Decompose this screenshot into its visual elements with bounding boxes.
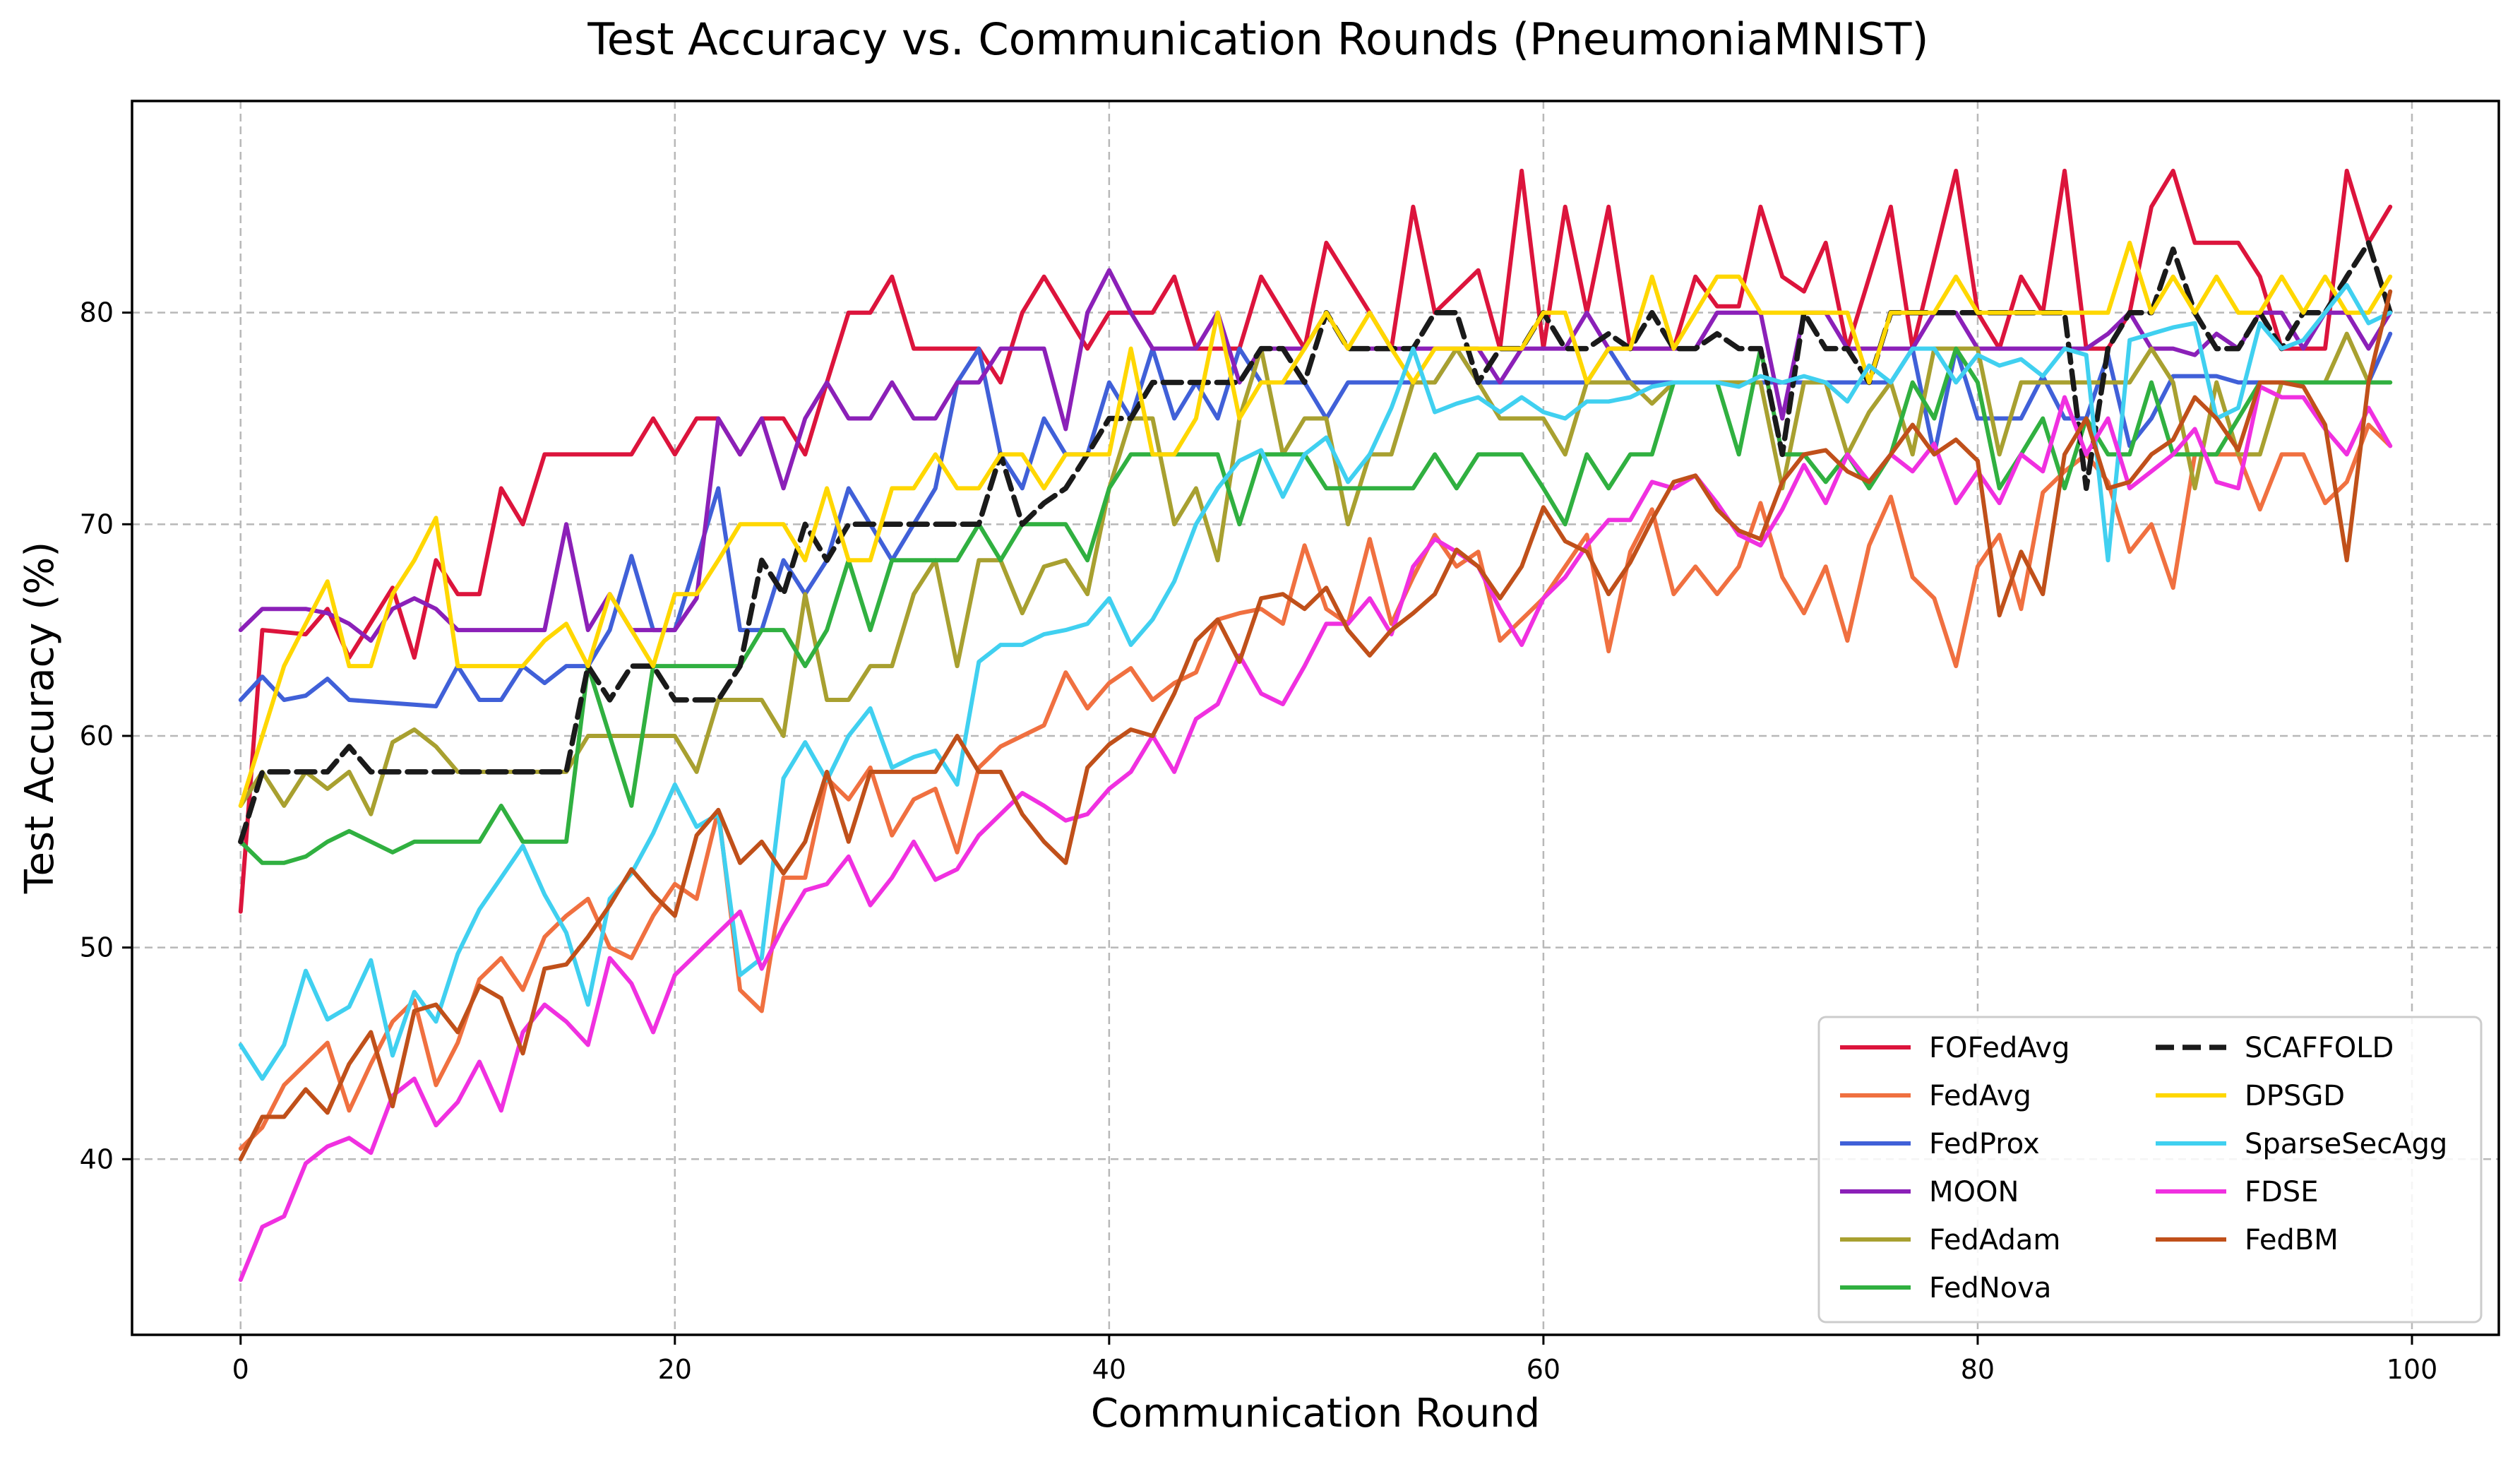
legend-label-fedprox: FedProx — [1929, 1128, 2040, 1160]
x-tick-label: 40 — [1092, 1354, 1126, 1385]
x-axis-label: Communication Round — [1091, 1391, 1540, 1437]
y-tick-label: 40 — [80, 1143, 114, 1174]
legend-label-dpsgd: DPSGD — [2245, 1080, 2345, 1112]
grid-lines — [132, 101, 2499, 1335]
legend-label-fedbm: FedBM — [2245, 1224, 2339, 1256]
x-tick-label: 80 — [1961, 1354, 1995, 1385]
y-axis-label: Test Accuracy (%) — [17, 542, 63, 894]
y-tick-label: 50 — [80, 932, 114, 963]
y-tick-label: 80 — [80, 297, 114, 328]
legend: FOFedAvg FedAvg FedProx MOON FedAdam FedNova S… — [1817, 1016, 2483, 1324]
chart-title: Test Accuracy vs. Communication Rounds (… — [587, 13, 1928, 65]
series-lines — [238, 168, 2393, 1283]
x-tick-label: 60 — [1527, 1354, 1560, 1385]
series-line-fdse — [238, 384, 2393, 1283]
series-line-sparsesecagg — [238, 283, 2393, 1081]
y-tick-label: 60 — [80, 720, 114, 751]
y-tick-label: 70 — [80, 509, 114, 540]
legend-label-fedadam: FedAdam — [1929, 1224, 2060, 1256]
legend-label-fedavg: FedAvg — [1929, 1080, 2031, 1112]
series-line-fedbm — [238, 289, 2393, 1162]
axis-ticks: 0 20 40 60 80 100 40 50 60 70 80 — [80, 297, 2438, 1385]
x-tick-label: 20 — [658, 1354, 692, 1385]
legend-label-scaffold: SCAFFOLD — [2245, 1032, 2394, 1064]
x-tick-label: 0 — [232, 1354, 249, 1385]
legend-label-fdse: FDSE — [2245, 1176, 2318, 1208]
legend-label-fednova: FedNova — [1929, 1272, 2051, 1304]
legend-label-moon: MOON — [1929, 1176, 2019, 1208]
legend-box — [1817, 1016, 2483, 1324]
legend-label-sparsesecagg: SparseSecAgg — [2245, 1128, 2447, 1160]
series-line-dpsgd — [238, 240, 2393, 808]
x-tick-label: 100 — [2387, 1354, 2438, 1385]
plot-frame — [131, 100, 2500, 1336]
legend-label-fofedavg: FOFedAvg — [1929, 1032, 2070, 1064]
